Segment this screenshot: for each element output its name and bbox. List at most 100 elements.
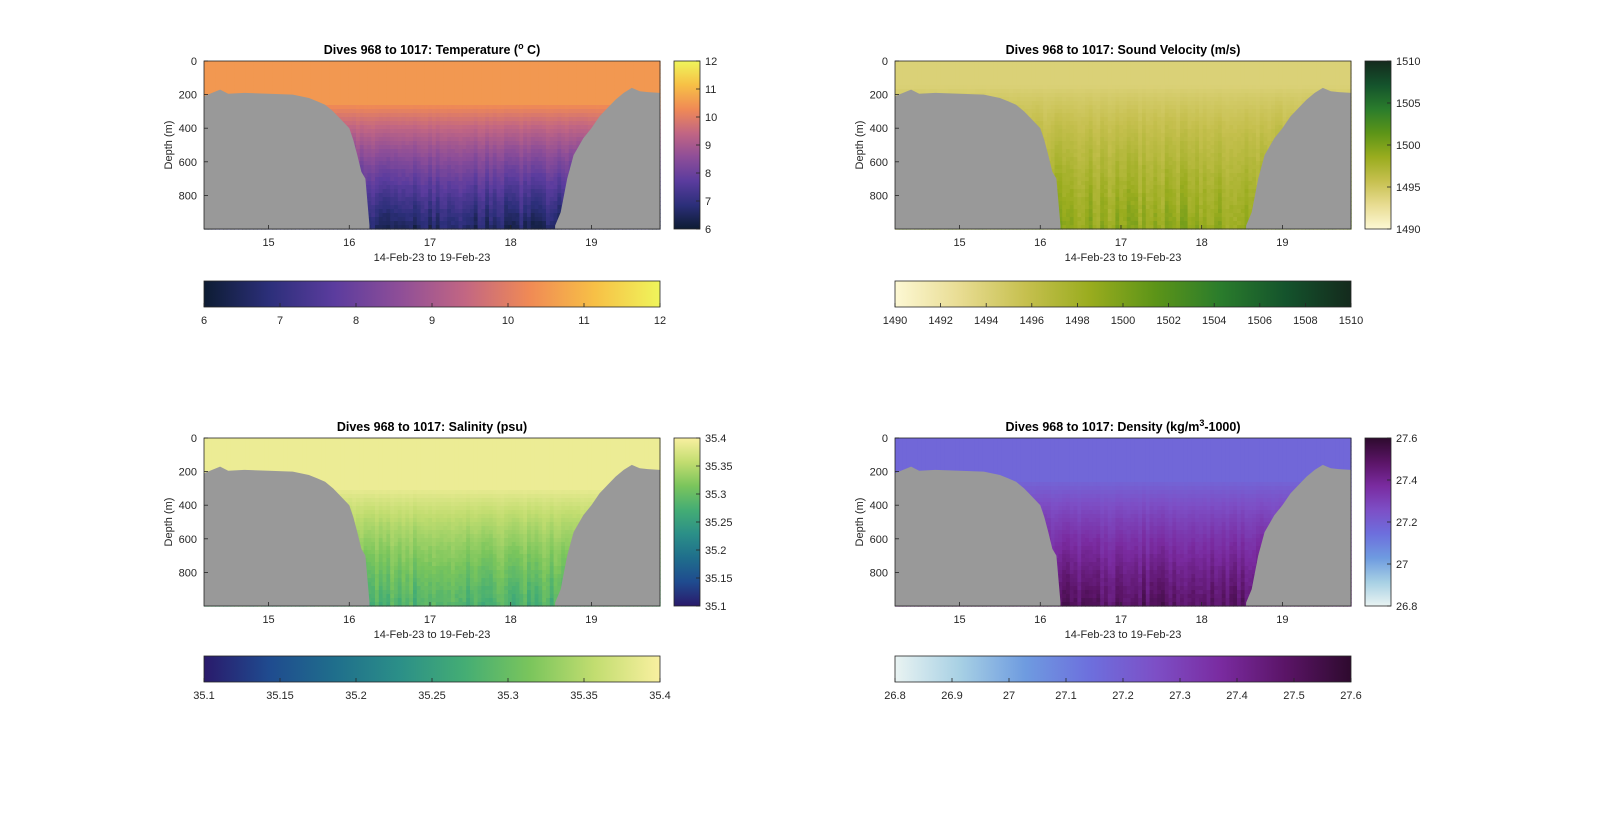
x-tick-label: 17 [1115, 237, 1127, 249]
x-tick-label: 16 [1034, 237, 1046, 249]
x-tick-label: 18 [1196, 614, 1208, 626]
colorbar-h-tick-label: 1502 [1156, 315, 1180, 327]
x-tick-label: 16 [343, 237, 355, 249]
y-tick-label: 0 [191, 433, 197, 445]
x-tick-label: 15 [262, 237, 274, 249]
y-tick-label: 800 [870, 567, 888, 579]
y-tick-label: 400 [870, 500, 888, 512]
x-tick-label: 19 [585, 237, 597, 249]
colorbar-tick-label: 7 [705, 196, 711, 208]
colorbar-h-tick-label: 12 [654, 315, 666, 327]
x-tick-label: 19 [585, 614, 597, 626]
y-tick-label: 800 [870, 190, 888, 202]
colorbar-h-tick-label: 35.1 [193, 690, 214, 702]
x-tick-label: 15 [262, 614, 274, 626]
colorbar-tick-label: 1495 [1396, 182, 1420, 194]
y-tick-label: 0 [882, 56, 888, 68]
colorbar-h-tick-label: 35.35 [570, 690, 598, 702]
colorbar-h-tick-label: 27.4 [1226, 690, 1247, 702]
colorbar-tick-label: 1510 [1396, 56, 1420, 68]
x-tick-label: 15 [953, 614, 965, 626]
colorbar-tick-label: 8 [705, 168, 711, 180]
y-tick-label: 200 [870, 90, 888, 102]
colorbar-h-tick-label: 35.15 [266, 690, 294, 702]
colorbar-tick-label: 1500 [1396, 140, 1420, 152]
colorbar-h-tick-label: 1498 [1065, 315, 1089, 327]
x-tick-label: 17 [424, 614, 436, 626]
y-tick-label: 400 [179, 123, 197, 135]
colorbar-h-tick-label: 27.2 [1112, 690, 1133, 702]
colorbar-tick-label: 27.4 [1396, 475, 1417, 487]
colorbar-h-tick-label: 8 [353, 315, 359, 327]
y-tick-label: 400 [870, 123, 888, 135]
x-axis-label: 14-Feb-23 to 19-Feb-23 [1065, 629, 1182, 641]
x-tick-label: 17 [424, 237, 436, 249]
y-tick-label: 600 [179, 157, 197, 169]
colorbar-h-tick-label: 11 [578, 315, 589, 327]
panel-1: 0 200 400 600 800 15 16 17 18 19 14-Feb-23 to 19-F… [854, 43, 1420, 327]
y-axis-label: Depth (m) [163, 498, 175, 547]
colorbar-tick-label: 35.1 [705, 601, 726, 613]
y-tick-label: 0 [882, 433, 888, 445]
chart-title: Dives 968 to 1017: Sound Velocity (m/s) [1006, 43, 1241, 57]
colorbar-h-tick-label: 1500 [1111, 315, 1135, 327]
colorbar-h-tick-label: 27.6 [1340, 690, 1361, 702]
y-tick-label: 600 [870, 534, 888, 546]
colorbar-tick-label: 12 [705, 56, 717, 68]
y-tick-label: 0 [191, 56, 197, 68]
y-tick-label: 800 [179, 567, 197, 579]
colorbar-h-tick-label: 26.9 [941, 690, 962, 702]
colorbar-h-tick-label: 1504 [1202, 315, 1226, 327]
y-tick-label: 200 [870, 467, 888, 479]
y-tick-label: 200 [179, 90, 197, 102]
colorbar-h-tick-label: 35.4 [649, 690, 670, 702]
colorbar-tick-label: 10 [705, 112, 717, 124]
x-axis-label: 14-Feb-23 to 19-Feb-23 [374, 252, 491, 264]
colorbar-tick-label: 27 [1396, 559, 1408, 571]
y-axis-label: Depth (m) [854, 498, 866, 547]
colorbar-tick-label: 27.6 [1396, 433, 1417, 445]
y-axis-label: Depth (m) [854, 121, 866, 170]
colorbar-h-tick-label: 10 [502, 315, 514, 327]
y-tick-label: 600 [870, 157, 888, 169]
colorbar-h-tick-label: 27 [1003, 690, 1015, 702]
x-tick-label: 18 [505, 237, 517, 249]
x-axis-label: 14-Feb-23 to 19-Feb-23 [374, 629, 491, 641]
chart-title: Dives 968 to 1017: Salinity (psu) [337, 420, 527, 434]
colorbar-h-tick-label: 1494 [974, 315, 998, 327]
colorbar-h-tick-label: 1490 [883, 315, 907, 327]
y-tick-label: 400 [179, 500, 197, 512]
y-tick-label: 600 [179, 534, 197, 546]
colorbar-h-tick-label: 1492 [928, 315, 952, 327]
chart-title: Dives 968 to 1017: Temperature (o C) [324, 41, 540, 57]
colorbar-tick-label: 27.2 [1396, 517, 1417, 529]
colorbar-h-tick-label: 35.3 [497, 690, 518, 702]
colorbar-h-tick-label: 27.3 [1169, 690, 1190, 702]
colorbar-tick-label: 35.3 [705, 489, 726, 501]
colorbar-tick-label: 9 [705, 140, 711, 152]
colorbar-h-tick-label: 27.5 [1283, 690, 1304, 702]
colorbar-tick-label: 26.8 [1396, 601, 1417, 613]
x-axis-label: 14-Feb-23 to 19-Feb-23 [1065, 252, 1182, 264]
x-tick-label: 15 [953, 237, 965, 249]
colorbar-tick-label: 11 [705, 84, 716, 96]
colorbar-tick-label: 1490 [1396, 224, 1420, 236]
y-tick-label: 200 [179, 467, 197, 479]
x-tick-label: 16 [1034, 614, 1046, 626]
x-tick-label: 18 [1196, 237, 1208, 249]
x-tick-label: 17 [1115, 614, 1127, 626]
colorbar-tick-label: 35.4 [705, 433, 726, 445]
colorbar-tick-label: 35.2 [705, 545, 726, 557]
y-axis-label: Depth (m) [163, 121, 175, 170]
x-tick-label: 19 [1276, 237, 1288, 249]
colorbar-tick-label: 35.25 [705, 517, 733, 529]
x-tick-label: 18 [505, 614, 517, 626]
colorbar-h-tick-label: 7 [277, 315, 283, 327]
colorbar-h-tick-label: 9 [429, 315, 435, 327]
colorbar-h-tick-label: 35.2 [345, 690, 366, 702]
colorbar-tick-label: 35.35 [705, 461, 733, 473]
